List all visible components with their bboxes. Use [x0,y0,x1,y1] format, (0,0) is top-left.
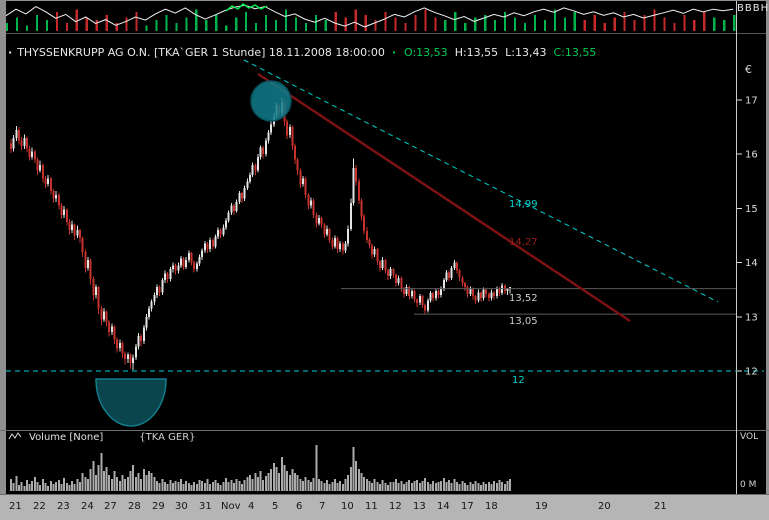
svg-text:29: 29 [152,501,165,512]
svg-text:16: 16 [745,150,758,161]
svg-text:21: 21 [9,501,22,512]
currency-axis-label: € [745,63,752,76]
svg-text:13: 13 [745,312,758,323]
circle-drawing-marker[interactable] [250,80,292,122]
volume-series [10,445,512,491]
trendline[interactable] [257,72,631,323]
svg-text:18: 18 [485,501,498,512]
oscillator-panel [5,3,736,32]
svg-text:31: 31 [199,501,212,512]
chart-title-bar: · THYSSENKRUPP AG O.N. [TKA`GER 1 Stunde]… [8,46,596,59]
volume-panel-header[interactable]: Volume [None] {TKA GER} [8,431,196,443]
svg-text:Nov: Nov [221,501,241,512]
ohlc-value: H:13,55 [454,46,499,59]
ohlc-values: O:13,53 H:13,55 L:13,43 C:13,55 [397,46,596,59]
svg-text:12: 12 [745,367,758,378]
svg-text:21: 21 [654,501,667,512]
svg-text:30: 30 [175,501,188,512]
svg-text:17: 17 [461,501,474,512]
svg-text:27: 27 [104,501,117,512]
svg-text:13: 13 [413,501,426,512]
svg-text:23: 23 [57,501,70,512]
window-border-left [0,0,6,495]
ohlc-separator-dot: · [391,46,397,59]
svg-text:14: 14 [437,501,450,512]
window-border-right [766,0,769,495]
window-border-top [0,0,769,1]
volume-axis-label: VOL [740,432,759,442]
ohlc-value: C:13,55 [553,46,597,59]
instrument-title: THYSSENKRUPP AG O.N. [TKA`GER 1 Stunde] … [17,46,385,59]
svg-text:12: 12 [389,501,402,512]
price-axis-separator [736,1,737,494]
svg-text:19: 19 [535,501,548,512]
svg-text:28: 28 [128,501,141,512]
ohlc-value: O:13,53 [404,46,448,59]
date-axis-strip[interactable] [0,494,769,520]
candlestick-series [10,97,512,370]
volume-axis-zero-label: 0 M [740,480,757,490]
trendline-label: 14,27 [509,237,538,248]
date-axis-labels: 21 22 23 24 27 28 29 30 31 Nov 4 5 6 7 10 11 12 13 14 17 18 1… [9,501,667,512]
trendline[interactable] [243,59,719,303]
oscillator-indicator-label: BBBH [737,3,769,14]
chart-annotations[interactable]: 13,52 13,05 12 14,99 14,27 [6,59,764,427]
svg-text:15: 15 [745,204,758,215]
indicator-highlight-segment [225,3,268,12]
oscillator-separator [6,33,766,34]
volume-symbol-label: {TKA GER} [139,432,196,443]
level-label: 12 [512,375,525,386]
svg-text:20: 20 [598,501,611,512]
ohlc-value: L:13,43 [505,46,547,59]
svg-text:14: 14 [745,258,758,269]
level-label: 13,05 [509,316,538,327]
volume-indicator-label: Volume [None] [29,432,104,443]
svg-text:10: 10 [341,501,354,512]
svg-text:22: 22 [33,501,46,512]
svg-text:7: 7 [319,501,325,512]
svg-text:6: 6 [296,501,302,512]
series-bullet-icon: · [8,46,13,59]
svg-text:5: 5 [272,501,278,512]
svg-text:11: 11 [365,501,378,512]
svg-text:17: 17 [745,96,758,107]
arc-drawing-marker[interactable] [95,378,167,427]
volume-separator [0,430,769,431]
level-label: 13,52 [509,293,538,304]
price-axis: 17 16 15 14 13 12 [737,96,758,378]
zigzag-line-icon [8,432,22,440]
svg-text:4: 4 [248,501,254,512]
trendline-label: 14,99 [509,199,538,210]
svg-text:24: 24 [81,501,94,512]
oscillator-line [5,4,734,28]
